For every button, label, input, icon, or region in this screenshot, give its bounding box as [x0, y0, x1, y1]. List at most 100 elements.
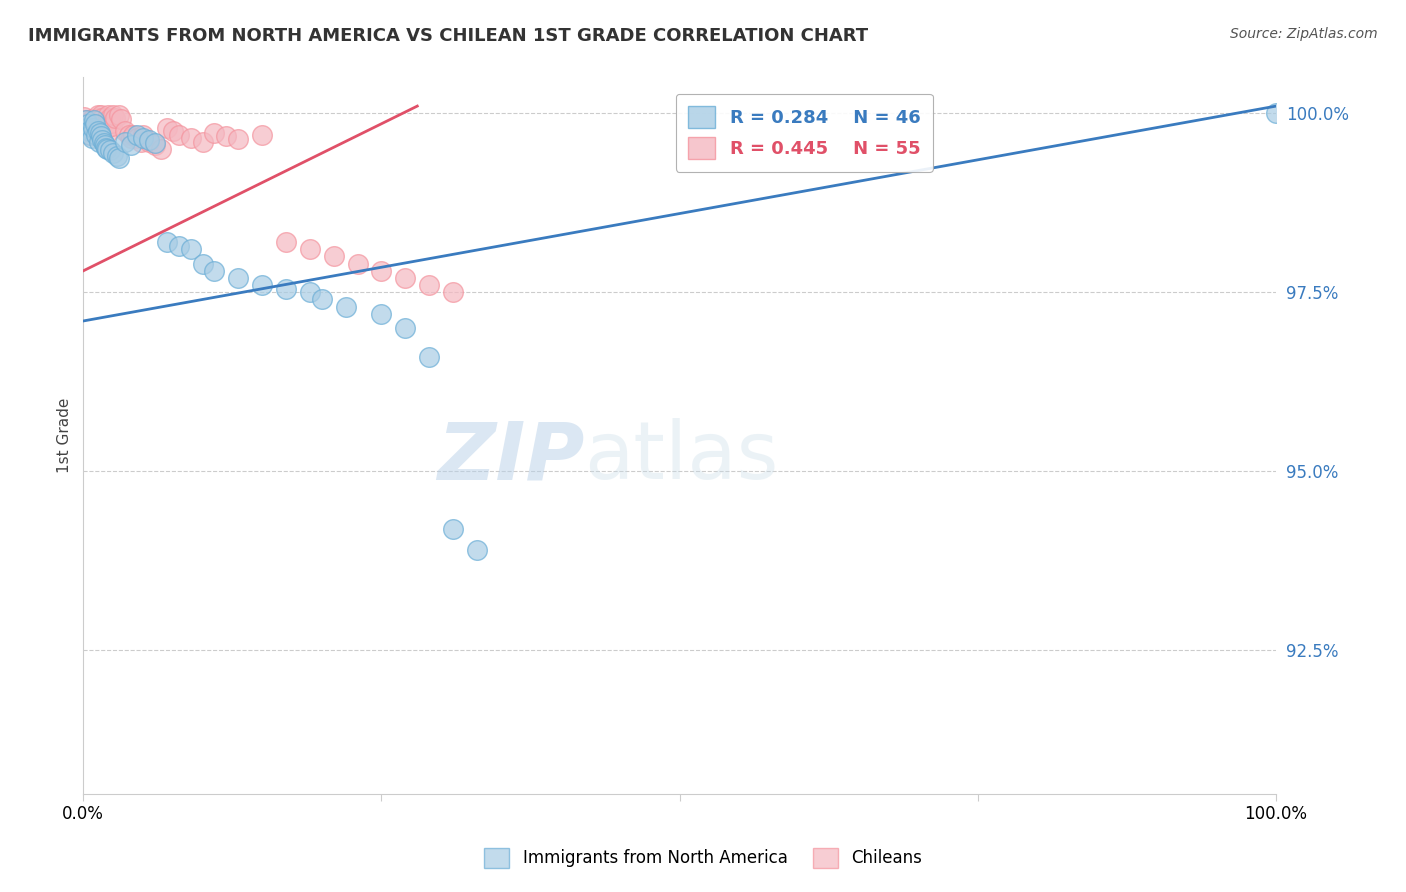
Point	[101, 145, 124, 160]
Point	[89, 115, 111, 129]
Point	[156, 120, 179, 135]
Point	[156, 235, 179, 249]
Point	[274, 235, 297, 249]
Point	[84, 117, 107, 131]
Point	[77, 117, 100, 131]
Point	[298, 285, 321, 300]
Point	[122, 128, 145, 142]
Point	[311, 293, 333, 307]
Point	[77, 124, 100, 138]
Point	[114, 135, 136, 149]
Point	[274, 282, 297, 296]
Point	[94, 138, 117, 153]
Point	[80, 131, 103, 145]
Point	[114, 124, 136, 138]
Point	[91, 133, 114, 147]
Point	[86, 108, 108, 122]
Point	[100, 115, 122, 129]
Point	[149, 142, 172, 156]
Point	[101, 119, 124, 133]
Point	[90, 129, 112, 144]
Point	[191, 135, 214, 149]
Point	[370, 264, 392, 278]
Point	[96, 142, 118, 156]
Text: ZIP: ZIP	[437, 418, 585, 496]
Point	[87, 112, 110, 126]
Point	[162, 124, 184, 138]
Point	[180, 243, 202, 257]
Point	[86, 126, 108, 140]
Point	[80, 112, 103, 126]
Point	[86, 128, 108, 142]
Point	[298, 243, 321, 257]
Point	[125, 128, 148, 142]
Point	[75, 113, 97, 128]
Point	[84, 122, 107, 136]
Point	[94, 141, 117, 155]
Point	[228, 271, 250, 285]
Point	[250, 128, 273, 142]
Point	[335, 300, 357, 314]
Point	[250, 278, 273, 293]
Point	[94, 119, 117, 133]
Point	[167, 239, 190, 253]
Point	[125, 131, 148, 145]
Point	[75, 113, 97, 128]
Point	[73, 110, 96, 124]
Point	[346, 257, 368, 271]
Point	[465, 543, 488, 558]
Point	[83, 119, 105, 133]
Point	[101, 108, 124, 122]
Point	[96, 126, 118, 140]
Point	[93, 115, 115, 129]
Point	[104, 112, 127, 126]
Point	[89, 126, 111, 140]
Legend: R = 0.284    N = 46, R = 0.445    N = 55: R = 0.284 N = 46, R = 0.445 N = 55	[675, 94, 934, 172]
Point	[228, 132, 250, 146]
Point	[86, 124, 108, 138]
Point	[132, 131, 155, 145]
Point	[204, 126, 226, 140]
Point	[441, 285, 464, 300]
Point	[1265, 106, 1288, 120]
Point	[93, 136, 115, 151]
Point	[143, 138, 166, 153]
Point	[108, 151, 131, 165]
Point	[82, 115, 104, 129]
Point	[90, 108, 112, 122]
Point	[82, 120, 104, 135]
Point	[138, 133, 160, 147]
Point	[215, 129, 238, 144]
Point	[94, 122, 117, 136]
Point	[108, 108, 131, 122]
Point	[120, 138, 142, 153]
Point	[117, 128, 139, 142]
Text: IMMIGRANTS FROM NORTH AMERICA VS CHILEAN 1ST GRADE CORRELATION CHART: IMMIGRANTS FROM NORTH AMERICA VS CHILEAN…	[28, 27, 869, 45]
Point	[180, 131, 202, 145]
Point	[105, 149, 128, 163]
Point	[98, 112, 121, 126]
Point	[91, 112, 114, 126]
Point	[97, 108, 120, 122]
Point	[143, 136, 166, 151]
Point	[370, 307, 392, 321]
Point	[79, 128, 101, 142]
Point	[79, 128, 101, 142]
Point	[132, 128, 155, 142]
Text: Source: ZipAtlas.com: Source: ZipAtlas.com	[1230, 27, 1378, 41]
Point	[441, 522, 464, 536]
Point	[394, 321, 416, 335]
Point	[418, 350, 440, 364]
Y-axis label: 1st Grade: 1st Grade	[58, 398, 72, 474]
Point	[98, 144, 121, 158]
Point	[191, 257, 214, 271]
Point	[83, 113, 105, 128]
Point	[77, 124, 100, 138]
Point	[138, 135, 160, 149]
Point	[76, 117, 98, 131]
Point	[120, 131, 142, 145]
Point	[129, 135, 152, 149]
Point	[167, 128, 190, 142]
Point	[418, 278, 440, 293]
Text: atlas: atlas	[585, 418, 779, 496]
